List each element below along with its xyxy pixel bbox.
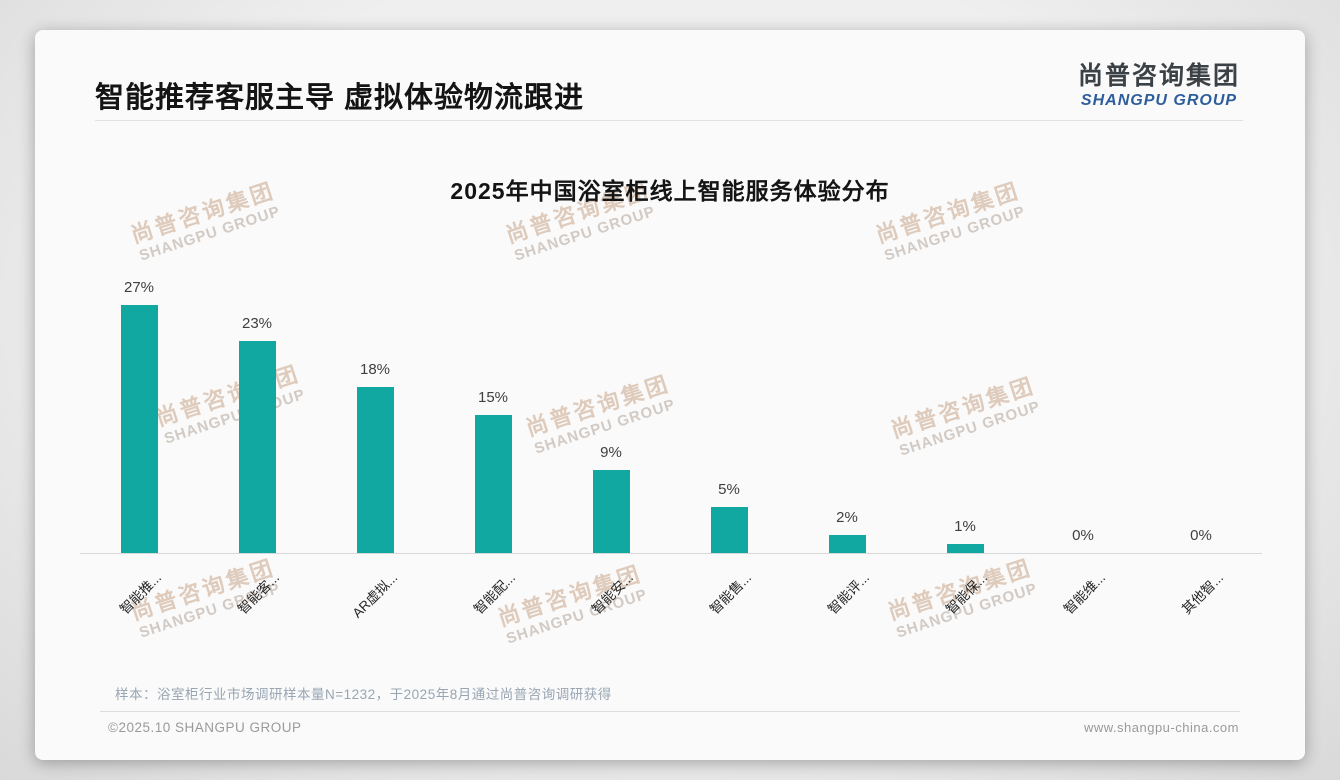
bar-value-label: 2% — [836, 509, 858, 526]
footer-copyright: ©2025.10 SHANGPU GROUP — [108, 720, 302, 735]
bar-value-label: 0% — [1072, 527, 1094, 544]
company-logo: 尚普咨询集团 SHANGPU GROUP — [1078, 56, 1240, 110]
bar-value-label: 23% — [241, 315, 273, 332]
bar-value-label: 1% — [954, 518, 976, 535]
company-logo-en: SHANGPU GROUP — [1080, 92, 1238, 109]
sample-note: 样本：浴室柜行业市场调研样本量N=1232，于2025年8月通过尚普咨询调研获得 — [115, 687, 612, 702]
bar — [592, 470, 630, 553]
bar — [474, 415, 512, 553]
x-axis-line — [80, 553, 1262, 554]
company-logo-cn: 尚普咨询集团 — [1077, 62, 1240, 90]
bar-value-label: 27% — [123, 279, 155, 296]
header-divider — [95, 120, 1243, 121]
bar-value-label: 9% — [600, 444, 622, 461]
x-axis-label: 智能配... — [471, 569, 519, 618]
footer-website: www.shangpu-china.com — [1083, 720, 1239, 735]
chart-title: 2025年中国浴室柜线上智能服务体验分布 — [450, 178, 890, 204]
x-axis-label: 其他智... — [1179, 569, 1227, 618]
bar — [356, 387, 394, 553]
bar — [946, 544, 984, 553]
x-axis-label: 智能评... — [825, 569, 873, 618]
bar — [120, 305, 158, 553]
bar-chart: 2025年中国浴室柜线上智能服务体验分布 27% 智能推... 23% 智能客... 1… — [35, 30, 1305, 760]
page-title: 智能推荐客服主导 虚拟体验物流跟进 — [95, 82, 585, 114]
x-axis-label: 智能保... — [943, 569, 991, 618]
bar-value-label: 0% — [1190, 527, 1212, 544]
report-slide: 尚普咨询集团 SHANGPU GROUP 尚普咨询集团 SHANGPU GROU… — [35, 30, 1305, 760]
footer-divider — [100, 711, 1240, 712]
bar-value-label: 5% — [718, 481, 740, 498]
bar-value-label: 18% — [359, 361, 391, 378]
x-axis-label: 智能售... — [707, 569, 755, 618]
x-axis-label: 智能客... — [235, 569, 283, 618]
x-axis-label: 智能安... — [589, 569, 637, 618]
bar — [828, 535, 866, 553]
x-axis-label: AR虚拟... — [349, 569, 401, 621]
bar-value-label: 15% — [477, 389, 509, 406]
bar — [238, 341, 276, 553]
x-axis-label: 智能推... — [117, 569, 165, 618]
bar — [710, 507, 748, 553]
x-axis-label: 智能维... — [1061, 569, 1109, 618]
